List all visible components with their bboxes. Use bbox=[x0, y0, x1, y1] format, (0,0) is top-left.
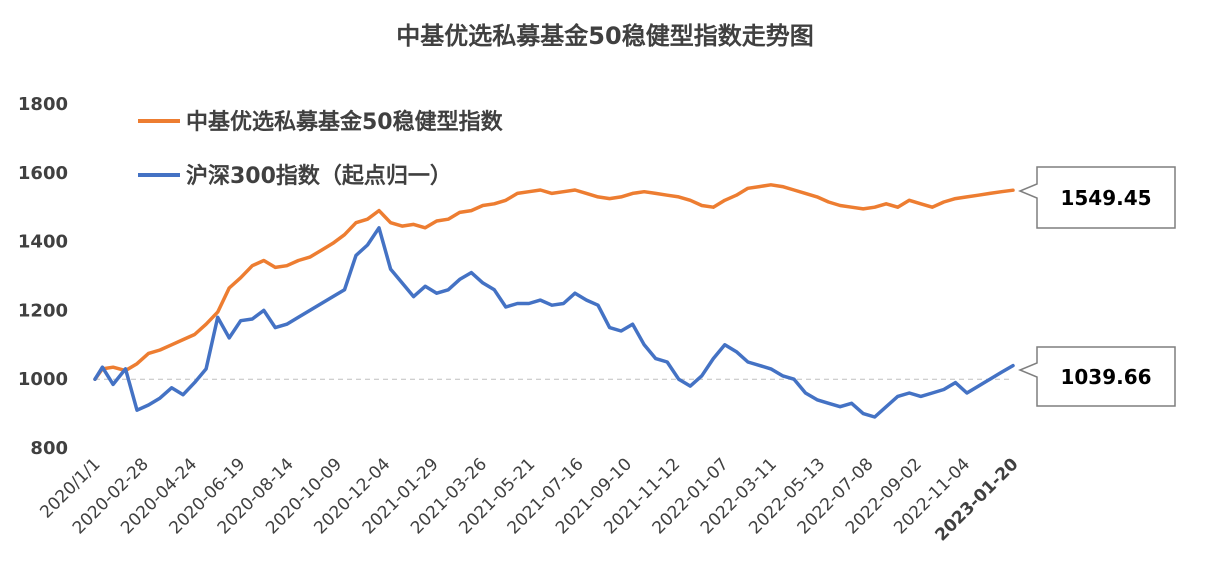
callout-value-hs300: 1039.66 bbox=[1060, 365, 1151, 389]
y-tick-label: 1200 bbox=[18, 300, 68, 321]
series-lines bbox=[93, 183, 1015, 419]
series-1 bbox=[93, 226, 1015, 419]
legend-item-hs300: 沪深300指数（起点归一） bbox=[138, 163, 452, 189]
series-0 bbox=[93, 183, 1015, 381]
y-tick-label: 800 bbox=[30, 438, 68, 459]
legend-label-hs300: 沪深300指数（起点归一） bbox=[186, 163, 452, 189]
callout-value-index: 1549.45 bbox=[1060, 186, 1151, 210]
chart-title: 中基优选私募基金50稳健型指数走势图 bbox=[396, 22, 813, 50]
callout-index-last: 1549.45 bbox=[1018, 166, 1176, 229]
y-tick-label: 1800 bbox=[18, 94, 68, 115]
y-tick-label: 1600 bbox=[18, 163, 68, 184]
callout-box-hs300 bbox=[1018, 346, 1176, 407]
legend-label-index: 中基优选私募基金50稳健型指数 bbox=[186, 109, 504, 135]
y-tick-label: 1400 bbox=[18, 232, 68, 253]
y-tick-label: 1000 bbox=[18, 369, 68, 390]
callout-hs300-last: 1039.66 bbox=[1018, 346, 1176, 407]
legend: 中基优选私募基金50稳健型指数 沪深300指数（起点归一） bbox=[138, 109, 504, 189]
y-axis: 800 1000 1200 1400 1600 1800 bbox=[18, 94, 68, 459]
series-line bbox=[93, 183, 1015, 381]
series-line bbox=[93, 226, 1015, 419]
x-axis: 2020/1/12020-02-282020-04-242020-06-1920… bbox=[36, 454, 1022, 545]
callout-box-index bbox=[1018, 166, 1176, 229]
legend-item-index: 中基优选私募基金50稳健型指数 bbox=[138, 109, 504, 135]
